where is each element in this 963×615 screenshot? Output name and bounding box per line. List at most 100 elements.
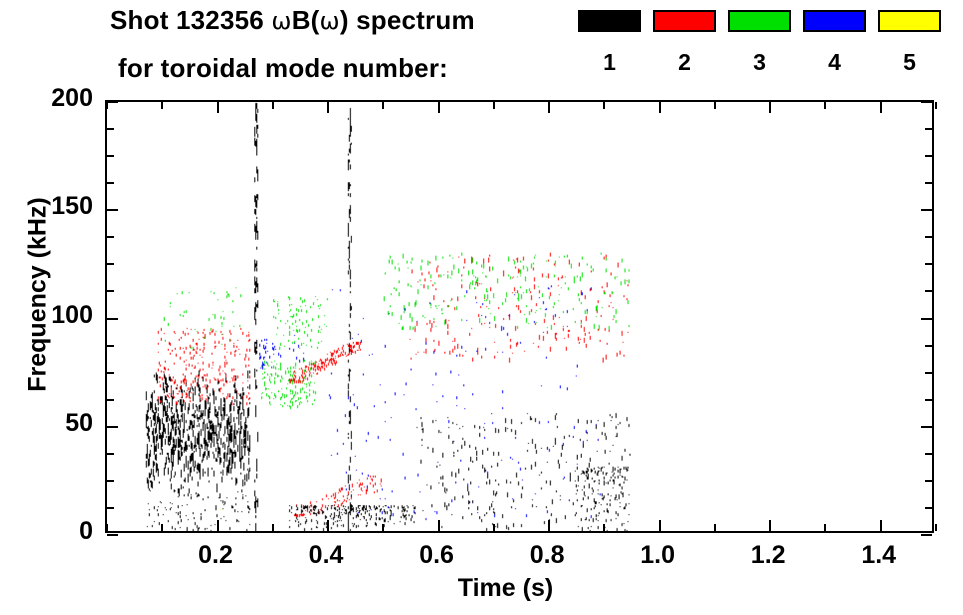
y-tick [107, 128, 114, 131]
y-tick [925, 182, 932, 185]
y-tick [107, 506, 114, 509]
x-axis-label: Time (s) [0, 574, 963, 603]
x-tick-label: 1.4 [861, 541, 897, 569]
y-tick [107, 209, 118, 212]
y-tick [107, 398, 114, 401]
x-tick-label: 0.8 [529, 541, 565, 569]
y-tick [925, 398, 932, 401]
y-tick [107, 101, 118, 103]
x-tick [548, 520, 551, 531]
x-tick [327, 102, 330, 113]
y-tick-label: 100 [51, 300, 93, 329]
legend-label-4: 4 [828, 49, 841, 75]
legend-swatch-4 [803, 10, 866, 32]
x-tick [327, 520, 330, 531]
y-tick [921, 209, 932, 212]
y-tick [107, 317, 118, 320]
x-tick-label: 0.4 [308, 541, 344, 569]
y-tick [921, 317, 932, 320]
omega-symbol-1: ω [271, 7, 292, 35]
x-tick-label: 1.2 [750, 541, 786, 569]
x-tick [161, 102, 164, 109]
legend-label-3: 3 [753, 49, 766, 75]
title-suffix: ) spectrum [339, 5, 475, 35]
y-tick [921, 101, 932, 103]
y-tick [925, 371, 932, 374]
y-tick [107, 290, 114, 293]
x-tick [935, 102, 937, 109]
legend-entry-3: 3 [728, 10, 791, 74]
y-tick-label: 200 [51, 84, 93, 112]
y-tick [925, 479, 932, 482]
y-tick-label: 50 [65, 408, 93, 437]
x-tick-label: 0.6 [419, 541, 454, 569]
title-prefix: Shot 132356 [110, 5, 272, 35]
spectrogram-canvas [107, 102, 932, 531]
y-tick [925, 344, 932, 347]
figure-title-line-2: for toroidal mode number: [118, 53, 448, 83]
x-tick [603, 524, 606, 531]
y-tick [107, 182, 114, 185]
x-tick [603, 102, 606, 109]
y-tick [107, 479, 114, 482]
x-tick [106, 524, 108, 531]
y-tick [107, 155, 114, 158]
x-tick [492, 524, 495, 531]
x-tick [769, 520, 772, 531]
y-tick [925, 128, 932, 131]
legend: 1 2 3 4 5 [578, 10, 948, 95]
legend-entry-5: 5 [878, 10, 941, 74]
y-tick [925, 155, 932, 158]
y-tick [921, 534, 932, 536]
x-tick [161, 524, 164, 531]
y-tick [107, 425, 118, 428]
x-tick [437, 520, 440, 531]
y-tick [921, 425, 932, 428]
y-tick [107, 452, 114, 455]
y-tick [925, 452, 932, 455]
x-tick [935, 524, 937, 531]
y-tick [107, 534, 118, 536]
legend-swatch-1 [578, 10, 641, 32]
legend-label-5: 5 [903, 49, 916, 75]
legend-entry-2: 2 [653, 10, 716, 74]
x-tick [382, 102, 385, 109]
x-tick [271, 102, 274, 109]
legend-label-1: 1 [603, 49, 616, 75]
x-tick [216, 102, 219, 113]
figure-header: Shot 132356 ωB(ω) spectrum for toroidal … [0, 0, 963, 95]
y-tick [107, 344, 114, 347]
x-tick [658, 102, 661, 113]
x-tick [106, 102, 108, 109]
omega-symbol-2: ω [319, 7, 340, 35]
y-tick [925, 236, 932, 239]
y-tick [107, 371, 114, 374]
x-tick [658, 520, 661, 531]
x-tick [824, 524, 827, 531]
y-tick [925, 290, 932, 293]
legend-entry-1: 1 [578, 10, 641, 74]
x-tick [548, 102, 551, 113]
figure-title-line-1: Shot 132356 ωB(ω) spectrum [110, 5, 475, 36]
legend-swatch-2 [653, 10, 716, 32]
x-tick [437, 102, 440, 113]
y-tick-label: 0 [79, 517, 93, 545]
legend-entry-4: 4 [803, 10, 866, 74]
legend-swatch-5 [878, 10, 941, 32]
x-tick [824, 102, 827, 109]
x-tick [492, 102, 495, 109]
x-tick [713, 102, 716, 109]
x-tick [769, 102, 772, 113]
legend-label-2: 2 [678, 49, 691, 75]
x-tick [713, 524, 716, 531]
x-tick [216, 520, 219, 531]
y-tick [925, 263, 932, 266]
title-mid: B( [291, 5, 320, 35]
x-tick [271, 524, 274, 531]
x-tick [879, 520, 882, 531]
y-tick [107, 236, 114, 239]
y-tick [925, 506, 932, 509]
plot-area [105, 100, 937, 536]
legend-swatch-3 [728, 10, 791, 32]
